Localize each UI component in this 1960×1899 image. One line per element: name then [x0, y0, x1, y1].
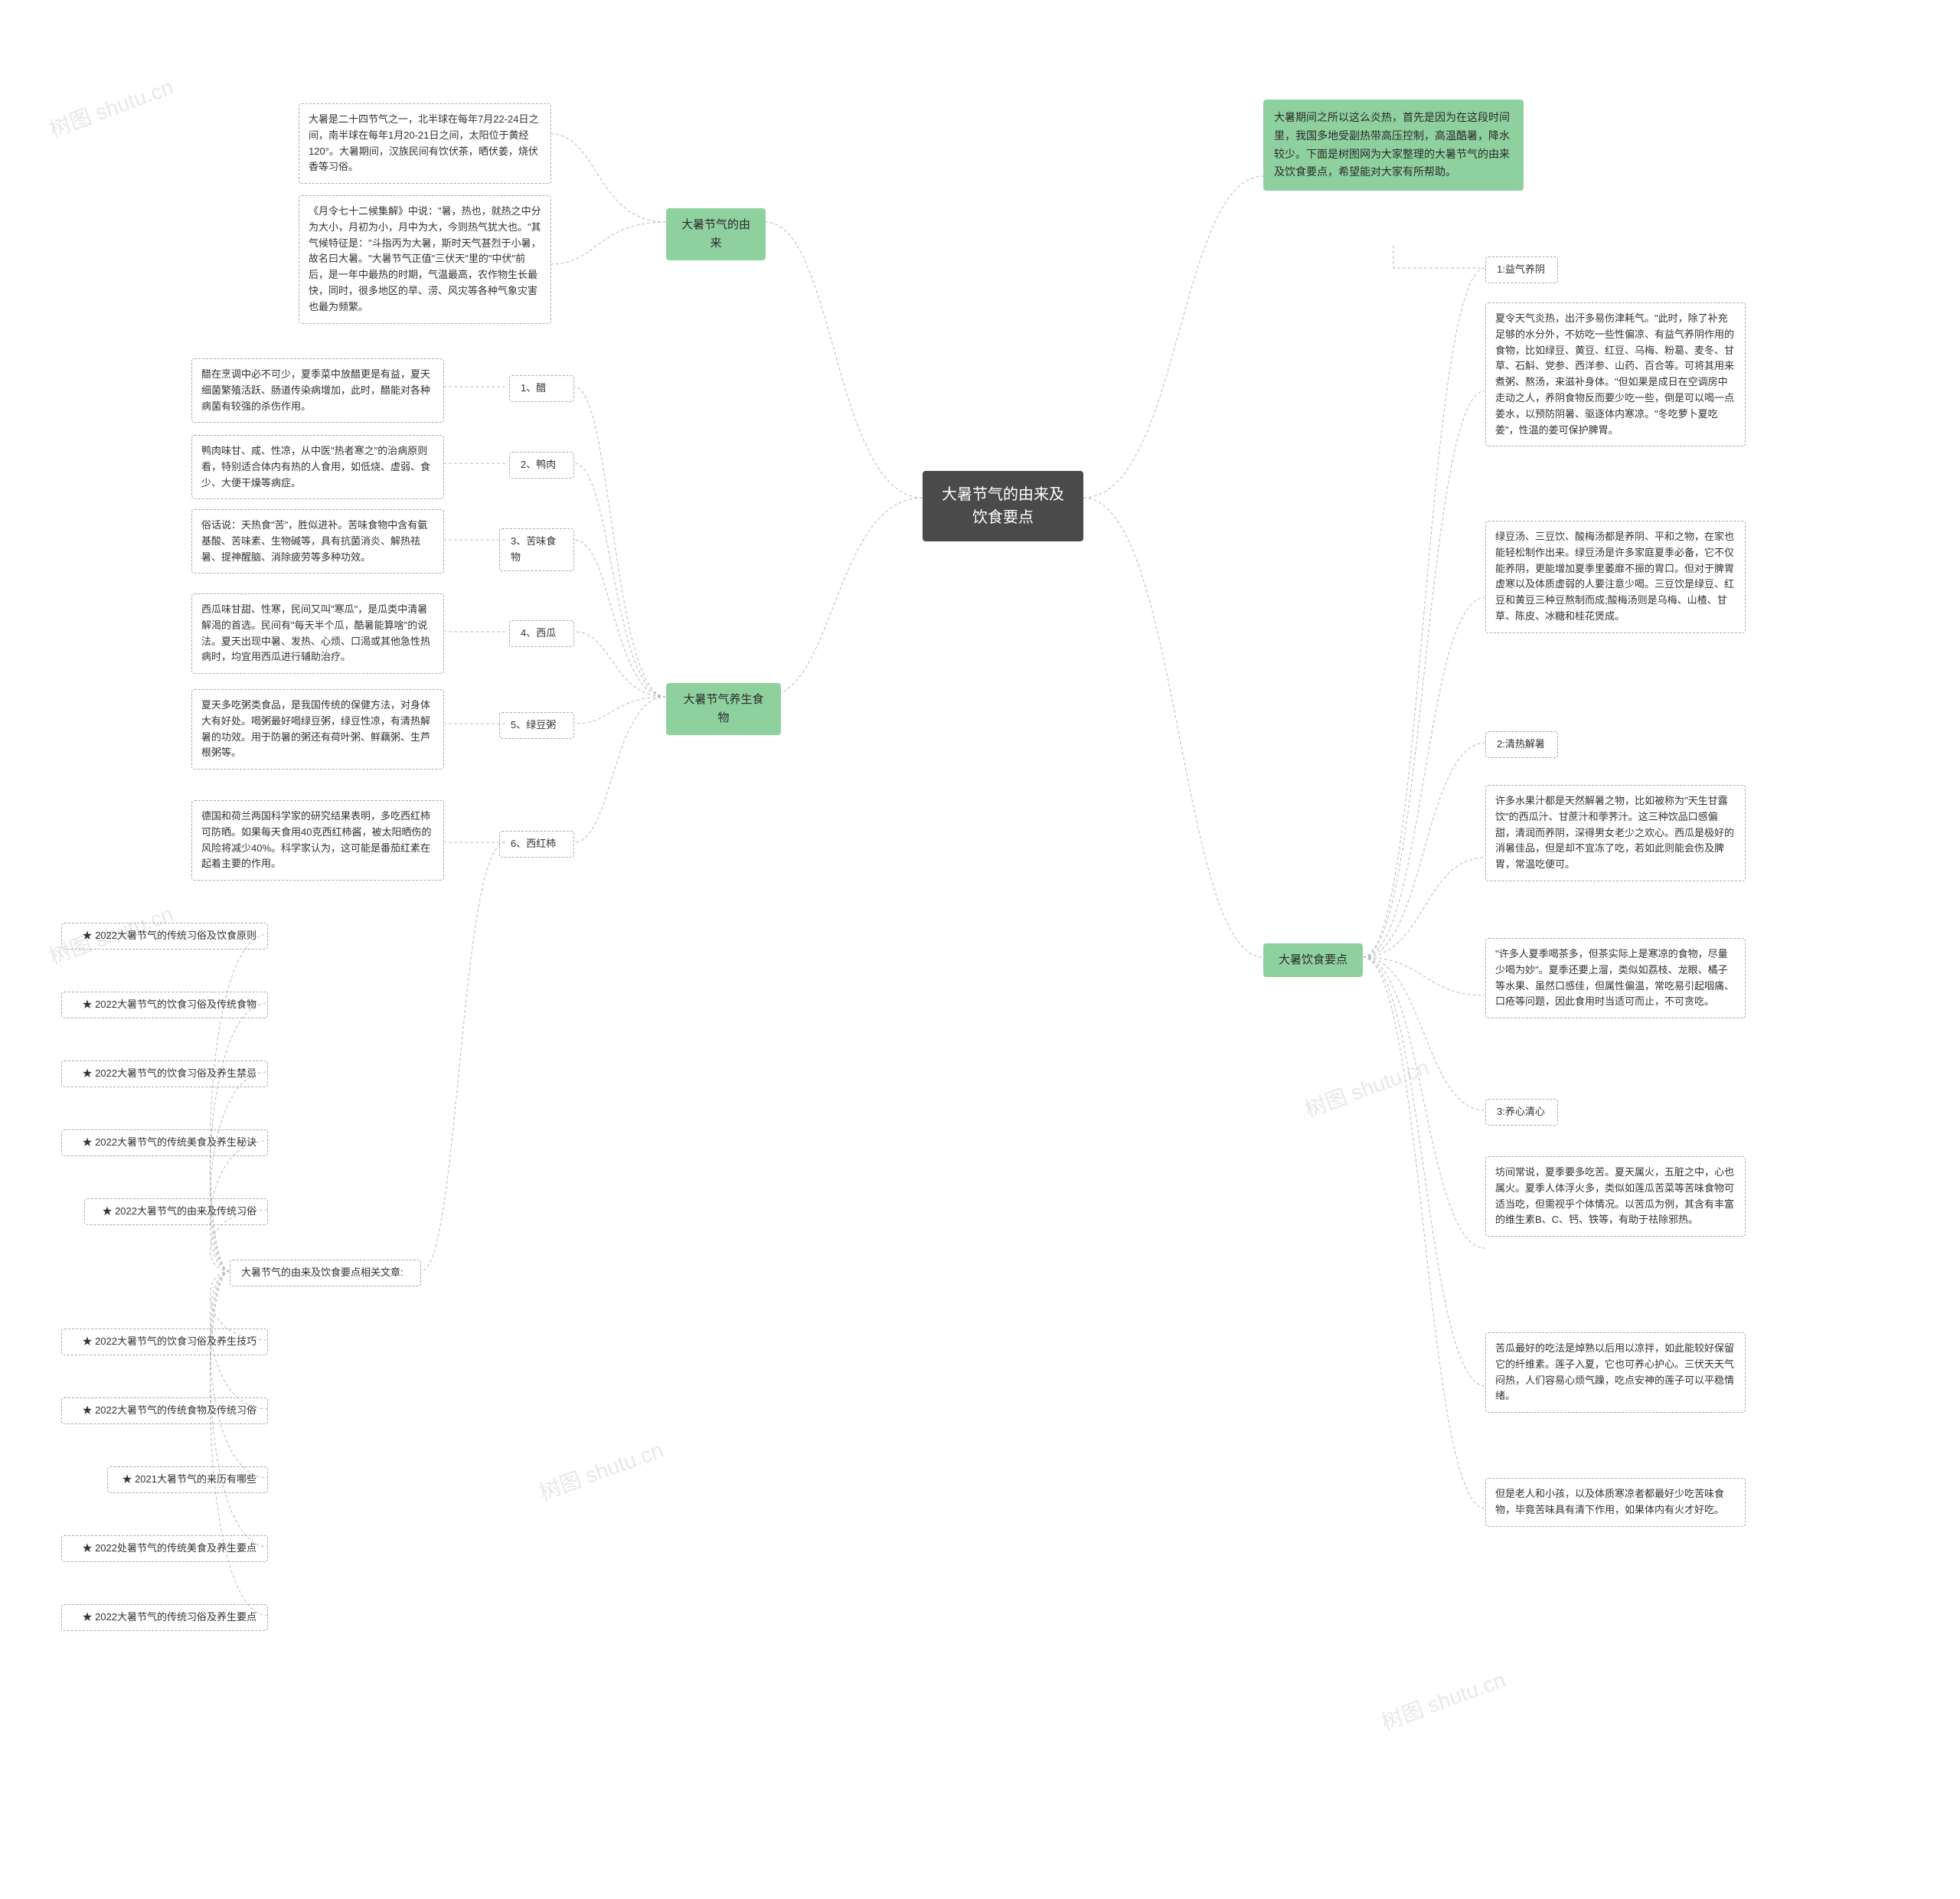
food-item-1-label: 1、醋 [509, 375, 574, 402]
diet-desc-1: 夏令天气炎热，出汗多易伤津耗气。"此时，除了补充足够的水分外，不妨吃一些性偏凉、… [1485, 302, 1746, 446]
diet-item-1: 1:益气养阴 [1485, 257, 1558, 283]
origin-desc-2: 《月令七十二候集解》中说："暑，热也，就热之中分为大小，月初为小，月中为大，今则… [299, 195, 551, 324]
food-item-5-desc: 夏天多吃粥类食品，是我国传统的保健方法，对身体大有好处。喝粥最好喝绿豆粥，绿豆性… [191, 689, 444, 770]
related-item[interactable]: ★ 2022大暑节气的饮食习俗及传统食物 [61, 992, 268, 1018]
food-item-5-label: 5、绿豆粥 [499, 712, 574, 739]
diet-desc-2: 绿豆汤、三豆饮、酸梅汤都是养阴、平和之物，在家也能轻松制作出来。绿豆汤是许多家庭… [1485, 521, 1746, 633]
related-item[interactable]: ★ 2022大暑节气的饮食习俗及养生禁忌 [61, 1061, 268, 1087]
intro-node: 大暑期间之所以这么炎热，首先是因为在这段时间里，我国多地受副热带高压控制，高温酷… [1263, 100, 1524, 191]
related-item[interactable]: ★ 2022处暑节气的传统美食及养生要点 [61, 1535, 268, 1562]
origin-desc-1: 大暑是二十四节气之一，北半球在每年7月22-24日之间，南半球在每年1月20-2… [299, 103, 551, 184]
related-item[interactable]: ★ 2022大暑节气的传统习俗及饮食原则 [61, 923, 268, 950]
food-item-6-desc: 德国和荷兰两国科学家的研究结果表明，多吃西红柿可防晒。如果每天食用40克西红柿酱… [191, 800, 444, 881]
related-item[interactable]: ★ 2022大暑节气的饮食习俗及养生技巧 [61, 1329, 268, 1355]
food-item-3-label: 3、苦味食物 [499, 528, 574, 571]
related-item[interactable]: ★ 2021大暑节气的来历有哪些 [107, 1466, 268, 1493]
diet-item-2: 2:清热解暑 [1485, 731, 1558, 758]
diet-desc-4: "许多人夏季喝茶多，但茶实际上是寒凉的食物，尽量少喝为妙"。夏季还要上溜，类似如… [1485, 938, 1746, 1018]
food-item-3-desc: 俗话说：天热食"苦"，胜似进补。苦味食物中含有氨基酸、苦味素、生物碱等，具有抗菌… [191, 509, 444, 574]
diet-desc-6: 苦瓜最好的吃法是焯熟以后用以凉拌，如此能较好保留它的纤维素。莲子入夏，它也可养心… [1485, 1332, 1746, 1413]
related-title: 大暑节气的由来及饮食要点相关文章: [230, 1260, 421, 1286]
food-item-4-label: 4、西瓜 [509, 620, 574, 647]
diet-desc-3: 许多水果汁都是天然解暑之物，比如被称为"天生甘露饮"的西瓜汁、甘蔗汁和荸荠汁。这… [1485, 785, 1746, 881]
diet-desc-7: 但是老人和小孩，以及体质寒凉者都最好少吃苦味食物，毕竟苦味具有清下作用，如果体内… [1485, 1478, 1746, 1527]
left-branch-origin: 大暑节气的由来 [666, 208, 766, 260]
diet-item-3: 3:养心清心 [1485, 1099, 1558, 1126]
food-item-6-label: 6、西红柿 [499, 831, 574, 858]
food-item-2-desc: 鸭肉味甘、咸、性凉，从中医"热者寒之"的治病原则看，特别适合体内有热的人食用，如… [191, 435, 444, 499]
related-item[interactable]: ★ 2022大暑节气的传统食物及传统习俗 [61, 1397, 268, 1424]
diet-desc-5: 坊间常说，夏季要多吃苦。夏天属火，五脏之中，心也属火。夏季人体浮火多，类似如莲瓜… [1485, 1156, 1746, 1237]
mindmap-canvas: 大暑节气的由来及饮食要点 大暑期间之所以这么炎热，首先是因为在这段时间里，我国多… [31, 31, 1929, 1868]
right-branch-diet: 大暑饮食要点 [1263, 943, 1363, 977]
center-node: 大暑节气的由来及饮食要点 [923, 471, 1083, 541]
food-item-4-desc: 西瓜味甘甜、性寒，民间又叫"寒瓜"，是瓜类中清暑解渴的首选。民间有"每天半个瓜，… [191, 593, 444, 674]
related-item[interactable]: ★ 2022大暑节气的由来及传统习俗 [84, 1198, 268, 1225]
related-item[interactable]: ★ 2022大暑节气的传统美食及养生秘诀 [61, 1129, 268, 1156]
left-branch-food: 大暑节气养生食物 [666, 683, 781, 735]
food-item-2-label: 2、鸭肉 [509, 452, 574, 479]
food-item-1-desc: 醋在烹调中必不可少，夏季菜中放醋更是有益，夏天细菌繁殖活跃、肠道传染病增加，此时… [191, 358, 444, 423]
related-item[interactable]: ★ 2022大暑节气的传统习俗及养生要点 [61, 1604, 268, 1631]
